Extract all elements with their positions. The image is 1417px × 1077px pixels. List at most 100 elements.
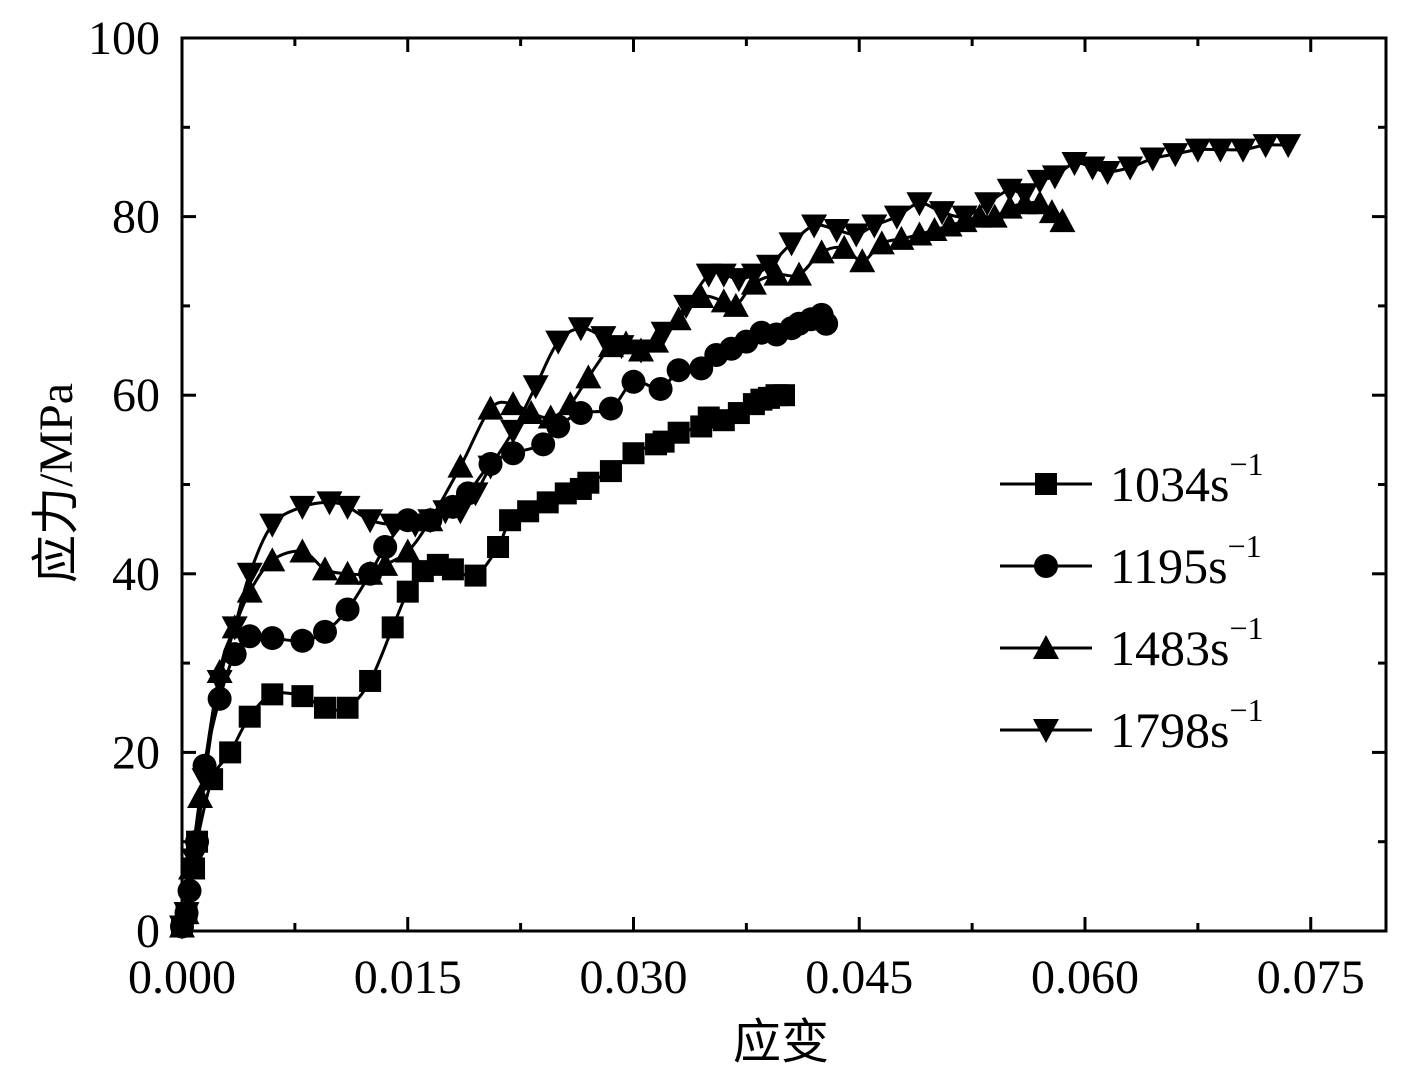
data-point — [501, 441, 526, 466]
data-point — [536, 491, 559, 514]
data-point — [621, 369, 646, 394]
data-point — [359, 669, 382, 692]
data-point — [1049, 208, 1076, 233]
data-point — [357, 560, 384, 585]
data-point — [335, 597, 360, 622]
data-point — [402, 513, 429, 538]
data-point — [786, 261, 813, 286]
data-point — [289, 538, 316, 563]
data-point — [289, 495, 316, 520]
data-point — [577, 471, 600, 494]
data-point — [849, 248, 876, 273]
data-point — [237, 624, 262, 649]
series-1195s — [170, 302, 839, 939]
data-point — [487, 536, 510, 559]
axes: 0.000 0.015 0.030 0.045 0.060 0.075 0 20 40 60 80 1… — [88, 12, 1388, 1004]
data-point — [522, 375, 549, 400]
data-point — [557, 391, 584, 416]
y-tick-label: 20 — [112, 726, 160, 779]
data-point — [814, 311, 839, 336]
data-point — [531, 432, 556, 457]
data-point — [755, 254, 782, 279]
data-point — [673, 294, 700, 319]
data-point — [567, 317, 594, 342]
data-point — [1207, 138, 1234, 163]
data-point — [831, 234, 858, 259]
x-tick-label: 0.030 — [580, 951, 688, 1004]
data-point — [608, 335, 635, 360]
legend-label: 1798s−1 — [1110, 692, 1264, 758]
data-point — [740, 263, 767, 288]
data-point — [447, 500, 474, 525]
data-point — [291, 685, 314, 708]
series-1483s — [169, 190, 1076, 938]
data-point — [336, 696, 359, 719]
data-point — [650, 321, 677, 346]
legend-marker — [1033, 635, 1059, 659]
x-tick-label: 0.015 — [354, 951, 462, 1004]
data-point — [666, 358, 691, 383]
data-point — [667, 421, 690, 444]
data-point — [381, 616, 404, 639]
data-point — [575, 364, 602, 389]
x-tick-label: 0.045 — [805, 951, 913, 1004]
data-point — [868, 230, 895, 255]
data-point — [778, 232, 805, 257]
y-axis-label: 应力/MPa — [30, 383, 83, 583]
x-axis-label: 应变 — [733, 1016, 829, 1069]
data-point — [763, 261, 790, 286]
data-point — [236, 562, 263, 587]
data-point — [394, 538, 421, 563]
data-point — [1117, 156, 1144, 181]
data-point — [311, 556, 338, 581]
data-point — [981, 203, 1008, 228]
y-tick-label: 40 — [112, 548, 160, 601]
legend: 1034s−1 1195s−1 1483s−1 1798s−1 — [1000, 446, 1264, 758]
data-point — [181, 848, 208, 873]
data-point — [500, 419, 527, 444]
data-point — [219, 741, 242, 764]
data-point — [1094, 160, 1121, 185]
y-tick-label: 80 — [112, 191, 160, 244]
data-point — [417, 509, 444, 534]
data-point — [801, 214, 828, 239]
data-point — [178, 855, 205, 880]
data-point — [260, 626, 285, 651]
x-tick-label: 0.000 — [128, 951, 236, 1004]
data-point — [1026, 169, 1053, 194]
data-point — [477, 395, 504, 420]
legend-marker — [1035, 473, 1057, 495]
data-point — [379, 513, 406, 538]
series-1034s — [171, 384, 795, 938]
data-point — [462, 482, 489, 507]
data-point — [843, 223, 870, 248]
data-point — [357, 509, 384, 534]
data-point — [974, 192, 1001, 217]
data-point — [518, 400, 545, 425]
data-point — [206, 669, 233, 694]
legend-exponent: −1 — [1228, 528, 1262, 564]
data-point — [1139, 147, 1166, 172]
y-tick-label: 100 — [88, 12, 160, 65]
data-point — [1275, 134, 1302, 159]
y-tick-label: 0 — [136, 905, 160, 958]
data-point — [861, 214, 888, 239]
data-point — [441, 558, 464, 581]
data-point — [447, 453, 474, 478]
legend-exponent: −1 — [1229, 446, 1263, 482]
data-point — [808, 239, 835, 264]
data-point — [313, 696, 336, 719]
data-point — [187, 784, 214, 809]
data-point — [464, 564, 487, 587]
data-point — [951, 205, 978, 230]
data-point — [259, 513, 286, 538]
data-point — [1252, 134, 1279, 159]
data-point — [1011, 183, 1038, 208]
legend-marker — [1033, 719, 1059, 743]
data-point — [1026, 190, 1053, 215]
y-tick-label: 60 — [112, 369, 160, 422]
legend-label: 1034s−1 — [1110, 446, 1264, 512]
legend-exponent: −1 — [1229, 692, 1263, 728]
data-point — [648, 376, 673, 401]
